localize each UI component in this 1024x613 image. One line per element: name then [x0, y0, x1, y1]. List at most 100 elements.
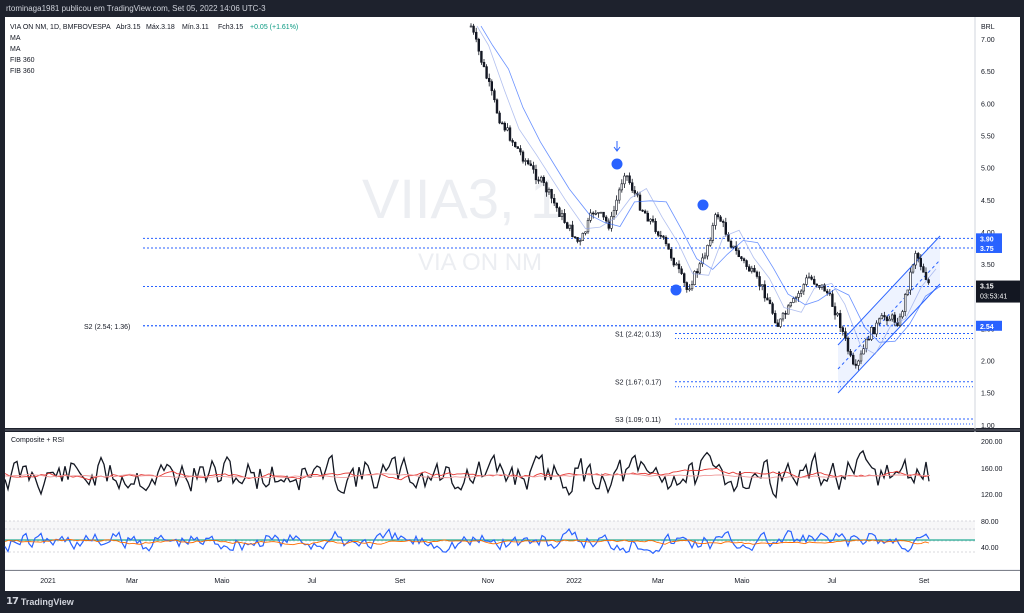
candle-body	[565, 222, 569, 229]
candle-body	[586, 220, 590, 233]
candle-body	[846, 337, 850, 352]
candle-body	[581, 233, 585, 241]
time-tick-label: 2021	[40, 578, 56, 585]
composite-index-line[interactable]	[4, 449, 930, 499]
candle-body	[841, 327, 845, 332]
candle-body	[607, 220, 611, 229]
candle-body	[729, 240, 733, 248]
candle-body	[880, 315, 884, 320]
candle-body	[807, 276, 811, 279]
candle-body	[872, 326, 876, 335]
indicator-ma-1[interactable]: MA	[10, 35, 21, 42]
footer-bar: 17 TradingView	[0, 592, 1024, 613]
pivot-high-marker[interactable]	[697, 199, 709, 211]
candle-body	[677, 263, 681, 270]
candle-body	[792, 298, 795, 303]
candle-body	[469, 25, 473, 28]
channel-upper-line[interactable]	[837, 235, 941, 346]
candle-body	[623, 175, 626, 185]
candle-body	[503, 122, 506, 131]
candle-body	[922, 266, 925, 273]
candle-body	[532, 165, 535, 170]
pivot-level-label: S3 (1.09; 0.11)	[615, 417, 661, 424]
candle-body	[701, 257, 704, 265]
candle-body	[703, 255, 707, 259]
candle-body	[779, 318, 782, 327]
candle-body	[576, 237, 579, 242]
price-tag[interactable]	[976, 233, 1002, 244]
candle-body	[755, 271, 759, 277]
candle-body	[573, 236, 577, 238]
pivot-low-marker[interactable]	[670, 284, 682, 296]
price-tag[interactable]	[976, 242, 1002, 253]
candle-body	[844, 331, 847, 339]
candle-body	[472, 25, 475, 33]
price-tick-label: 5.50	[981, 133, 995, 140]
indicator-fib-2[interactable]: FIB 360	[10, 68, 35, 75]
candle-body	[750, 267, 754, 272]
candle-body	[810, 276, 813, 280]
candle-body	[550, 189, 553, 199]
time-axis[interactable]	[5, 571, 1020, 591]
candle-body	[721, 221, 725, 223]
pivot-level-label: S2 (1.67; 0.17)	[615, 380, 661, 387]
candle-body	[919, 258, 923, 267]
candle-body	[563, 213, 566, 223]
moving-average-line[interactable]	[480, 25, 941, 343]
candle-body	[654, 220, 657, 233]
candle-body	[877, 318, 881, 324]
candle-body	[911, 264, 915, 273]
rsi-axis-label: 80.00	[981, 519, 999, 526]
indicator-ma-2[interactable]: MA	[10, 46, 21, 53]
candle-body	[688, 288, 691, 291]
price-axis[interactable]	[975, 17, 1020, 428]
candle-body	[794, 297, 798, 299]
candle-body	[552, 197, 556, 204]
rsi-pane[interactable]	[5, 432, 975, 570]
price-pane[interactable]	[5, 17, 975, 428]
candle-body	[740, 256, 743, 259]
candle-body	[487, 77, 491, 82]
time-tick-label: Jul	[828, 578, 837, 585]
candle-body	[571, 224, 574, 237]
tradingview-mark-icon: 17	[6, 596, 19, 607]
candle-body	[690, 284, 694, 290]
rsi-axis-label: 200.00	[981, 439, 1003, 446]
time-tick-label: Maio	[214, 578, 229, 585]
candle-body	[763, 284, 767, 299]
candle-body	[604, 216, 608, 222]
candle-body	[680, 268, 683, 274]
rsi-axis-label: 40.00	[981, 545, 999, 552]
current-price-tag[interactable]	[976, 280, 1020, 303]
candle-body	[753, 267, 756, 273]
candle-body	[706, 244, 709, 257]
pivot-high-marker[interactable]	[611, 158, 623, 170]
candle-body	[789, 302, 793, 307]
rsi-pane-title[interactable]: Composite + RSI	[11, 437, 64, 444]
candle-countdown: 03:53:41	[980, 294, 1007, 301]
price-tick-label: 1.50	[981, 391, 995, 398]
time-tick-label: Set	[919, 578, 930, 585]
rsi-axis-label: 120.00	[981, 492, 1003, 499]
watermark-ticker: VIIA3, 1	[362, 167, 561, 230]
candle-body	[659, 235, 663, 237]
candle-body	[547, 189, 551, 193]
candle-body	[589, 212, 592, 221]
moving-average-line-2[interactable]	[476, 25, 937, 355]
channel-lower-line[interactable]	[837, 283, 941, 394]
candle-body	[766, 297, 769, 301]
candle-body	[745, 260, 748, 267]
candle-body	[888, 318, 891, 322]
candle-body	[833, 306, 837, 316]
price-tag[interactable]	[976, 320, 1002, 331]
indicator-fib-1[interactable]: FIB 360	[10, 57, 35, 64]
candle-body	[693, 271, 696, 285]
composite-slow-ma	[4, 473, 930, 479]
candle-body	[534, 169, 538, 181]
candle-body	[568, 224, 572, 229]
candle-body	[646, 212, 650, 222]
time-tick-label: Mar	[126, 578, 139, 585]
candle-body	[508, 127, 512, 141]
candle-body	[612, 210, 616, 217]
